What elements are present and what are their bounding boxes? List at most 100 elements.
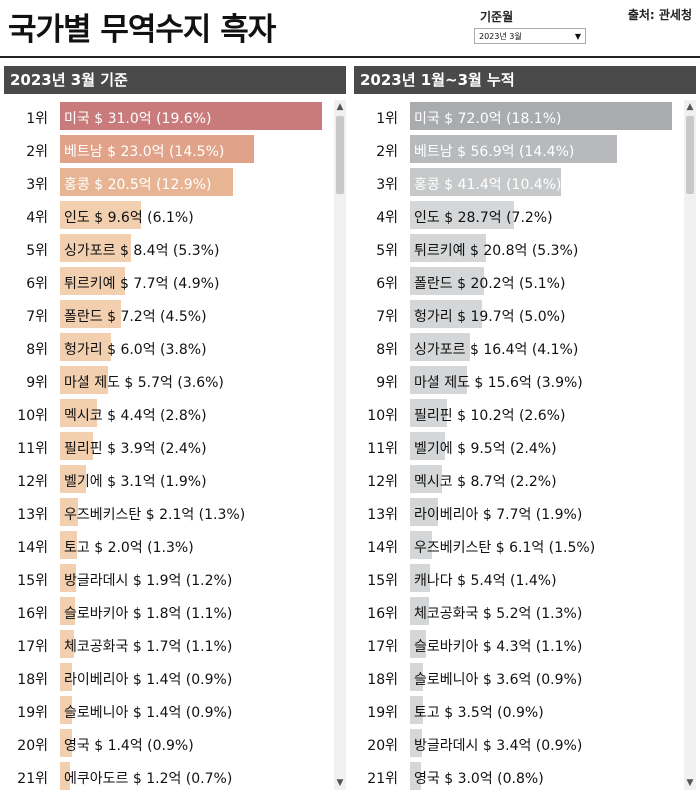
bar-label: 폴란드 $ 7.2억 (4.5%) bbox=[64, 309, 207, 325]
bar bbox=[410, 432, 445, 460]
rank-label: 9위 bbox=[376, 375, 398, 391]
bar-label: 라이베리아 $ 1.4억 (0.9%) bbox=[64, 672, 233, 688]
bar-row: 15위 캐나다 $ 5.4억 (1.4%) bbox=[354, 562, 684, 594]
bar-label: 홍콩 $ 20.5억 (12.9%) bbox=[64, 177, 212, 193]
bar bbox=[60, 168, 234, 196]
rank-label: 18위 bbox=[17, 672, 48, 688]
bar-row: 12위 멕시코 $ 8.7억 (2.2%) bbox=[354, 463, 684, 495]
rank-label: 5위 bbox=[26, 243, 48, 259]
bar bbox=[60, 399, 98, 427]
scroll-up-icon[interactable]: ▲ bbox=[686, 102, 694, 112]
bar-row: 21위 영국 $ 3.0억 (0.8%) bbox=[354, 760, 684, 792]
bar-label: 홍콩 $ 41.4억 (10.4%) bbox=[414, 177, 562, 193]
bar-label: 베트남 $ 23.0억 (14.5%) bbox=[64, 144, 225, 160]
bar-label: 싱가포르 $ 8.4억 (5.3%) bbox=[64, 243, 220, 259]
rank-label: 7위 bbox=[26, 309, 48, 325]
bar-row: 8위 싱가포르 $ 16.4억 (4.1%) bbox=[354, 331, 684, 363]
bar-row: 14위 우즈베키스탄 $ 6.1억 (1.5%) bbox=[354, 529, 684, 561]
bar bbox=[60, 135, 255, 163]
bar-row: 17위 체코공화국 $ 1.7억 (1.1%) bbox=[4, 628, 334, 660]
monthly-panel: 2023년 3월 기준 1위 미국 $ 31.0억 (19.6%) 2위 베트남 $ … bbox=[4, 66, 346, 798]
month-filter-label: 기준월 bbox=[480, 10, 514, 24]
rank-label: 3위 bbox=[376, 177, 398, 193]
rank-label: 6위 bbox=[26, 276, 48, 292]
rank-label: 10위 bbox=[367, 408, 398, 424]
bar bbox=[60, 300, 121, 328]
bar-row: 5위 싱가포르 $ 8.4억 (5.3%) bbox=[4, 232, 334, 264]
bar-row: 13위 우즈베키스탄 $ 2.1억 (1.3%) bbox=[4, 496, 334, 528]
bar bbox=[60, 201, 142, 229]
bar bbox=[410, 696, 423, 724]
bar bbox=[60, 234, 131, 262]
rank-label: 17위 bbox=[17, 639, 48, 655]
bar-row: 3위 홍콩 $ 41.4억 (10.4%) bbox=[354, 166, 684, 198]
monthly-panel-title: 2023년 3월 기준 bbox=[4, 66, 346, 94]
bar-row: 15위 방글라데시 $ 1.9억 (1.2%) bbox=[4, 562, 334, 594]
bar-row: 1위 미국 $ 72.0억 (18.1%) bbox=[354, 100, 684, 132]
bar-row: 13위 라이베리아 $ 7.7억 (1.9%) bbox=[354, 496, 684, 528]
cumulative-scrollbar[interactable]: ▲ ▼ bbox=[684, 100, 696, 790]
bar-label: 우즈베키스탄 $ 6.1억 (1.5%) bbox=[414, 540, 596, 556]
bar-row: 16위 체코공화국 $ 5.2억 (1.3%) bbox=[354, 595, 684, 627]
scroll-thumb[interactable] bbox=[686, 116, 694, 194]
bar bbox=[410, 333, 470, 361]
rank-label: 19위 bbox=[17, 705, 48, 721]
bar-row: 11위 벨기에 $ 9.5억 (2.4%) bbox=[354, 430, 684, 462]
bar-row: 6위 튀르키예 $ 7.7억 (4.9%) bbox=[4, 265, 334, 297]
bar-label: 체코공화국 $ 1.7억 (1.1%) bbox=[64, 639, 233, 655]
bar-label: 방글라데시 $ 1.9억 (1.2%) bbox=[64, 573, 233, 589]
bar-label: 인도 $ 28.7억 (7.2%) bbox=[414, 210, 553, 226]
bar-row: 16위 슬로바키아 $ 1.8억 (1.1%) bbox=[4, 595, 334, 627]
bar-row: 4위 인도 $ 9.6억 (6.1%) bbox=[4, 199, 334, 231]
rank-label: 18위 bbox=[367, 672, 398, 688]
monthly-scrollbar[interactable]: ▲ ▼ bbox=[334, 100, 346, 790]
monthly-bar-list: 1위 미국 $ 31.0억 (19.6%) 2위 베트남 $ 23.0억 (14.5%… bbox=[4, 94, 346, 798]
cumulative-panel: 2023년 1월~3월 누적 1위 미국 $ 72.0억 (18.1%) 2위 베트남… bbox=[354, 66, 696, 798]
bar-row: 19위 토고 $ 3.5억 (0.9%) bbox=[354, 694, 684, 726]
bar bbox=[60, 531, 77, 559]
bar-label: 벨기에 $ 3.1억 (1.9%) bbox=[64, 474, 207, 490]
bar bbox=[410, 267, 484, 295]
rank-label: 17위 bbox=[367, 639, 398, 655]
scroll-thumb[interactable] bbox=[336, 116, 344, 194]
bar bbox=[410, 531, 433, 559]
month-select[interactable]: 2023년 3월 ▼ bbox=[474, 28, 586, 44]
bar-row: 2위 베트남 $ 23.0억 (14.5%) bbox=[4, 133, 334, 165]
bar-row: 7위 폴란드 $ 7.2억 (4.5%) bbox=[4, 298, 334, 330]
chevron-down-icon[interactable]: ▼ bbox=[574, 32, 581, 41]
bar bbox=[60, 696, 72, 724]
rank-label: 8위 bbox=[26, 342, 48, 358]
bar-label: 영국 $ 3.0억 (0.8%) bbox=[414, 771, 544, 787]
bar bbox=[410, 762, 421, 790]
bar-label: 헝가리 $ 6.0억 (3.8%) bbox=[64, 342, 207, 358]
bar-label: 싱가포르 $ 16.4억 (4.1%) bbox=[414, 342, 579, 358]
bar-label: 슬로바키아 $ 4.3억 (1.1%) bbox=[414, 639, 583, 655]
bar-row: 11위 필리핀 $ 3.9억 (2.4%) bbox=[4, 430, 334, 462]
bar bbox=[60, 762, 71, 790]
bar bbox=[60, 432, 93, 460]
rank-label: 13위 bbox=[17, 507, 48, 523]
bar-label: 필리핀 $ 10.2억 (2.6%) bbox=[414, 408, 566, 424]
bar bbox=[410, 729, 423, 757]
bar-label: 인도 $ 9.6억 (6.1%) bbox=[64, 210, 194, 226]
bar-row: 17위 슬로바키아 $ 4.3억 (1.1%) bbox=[354, 628, 684, 660]
bar-label: 마셜 제도 $ 5.7억 (3.6%) bbox=[64, 375, 224, 391]
cumulative-bar-list: 1위 미국 $ 72.0억 (18.1%) 2위 베트남 $ 56.9억 (14.4%… bbox=[354, 94, 696, 798]
bar-label: 헝가리 $ 19.7억 (5.0%) bbox=[414, 309, 566, 325]
scroll-down-icon[interactable]: ▼ bbox=[686, 778, 694, 788]
scroll-up-icon[interactable]: ▲ bbox=[336, 102, 344, 112]
bar bbox=[60, 564, 77, 592]
bar-row: 7위 헝가리 $ 19.7억 (5.0%) bbox=[354, 298, 684, 330]
rank-label: 3위 bbox=[26, 177, 48, 193]
rank-label: 4위 bbox=[376, 210, 398, 226]
bar bbox=[60, 663, 72, 691]
bar bbox=[410, 597, 429, 625]
bar-label: 마셜 제도 $ 15.6억 (3.9%) bbox=[414, 375, 583, 391]
bar-row: 19위 슬로베니아 $ 1.4억 (0.9%) bbox=[4, 694, 334, 726]
bar bbox=[410, 564, 430, 592]
rank-label: 9위 bbox=[26, 375, 48, 391]
bar-label: 튀르키예 $ 20.8억 (5.3%) bbox=[414, 243, 579, 259]
scroll-down-icon[interactable]: ▼ bbox=[336, 778, 344, 788]
bar-label: 에쿠아도르 $ 1.2억 (0.7%) bbox=[64, 771, 233, 787]
bar-label: 벨기에 $ 9.5억 (2.4%) bbox=[414, 441, 557, 457]
